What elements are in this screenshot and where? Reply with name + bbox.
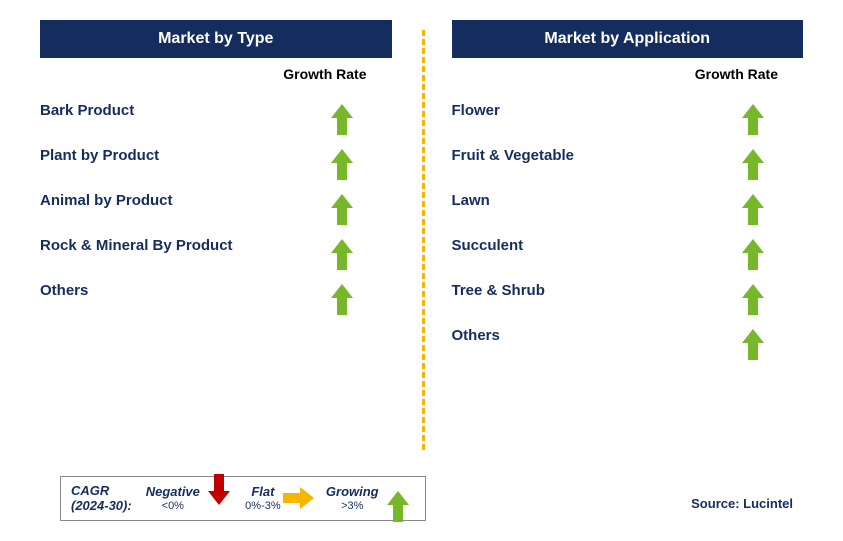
- arrow-up-icon: [723, 239, 783, 253]
- left-panel: Market by Type Growth Rate Bark Product P…: [40, 20, 422, 480]
- left-growth-header: Growth Rate: [40, 66, 392, 82]
- category-label: Others: [452, 327, 500, 344]
- arrow-up-icon: [723, 104, 783, 118]
- arrow-up-icon: [723, 284, 783, 298]
- legend-item: Flat0%-3%: [238, 484, 288, 512]
- legend: CAGR (2024-30): Negative<0% Flat0%-3% Grow…: [60, 476, 426, 521]
- category-row: Lawn: [452, 184, 804, 217]
- category-label: Tree & Shrub: [452, 282, 545, 299]
- right-panel: Market by Application Growth Rate Flower…: [422, 20, 804, 480]
- legend-item-range: <0%: [162, 500, 184, 512]
- left-title: Market by Type: [40, 20, 392, 58]
- legend-period: (2024-30):: [71, 498, 132, 514]
- arrow-up-icon: [312, 104, 372, 118]
- legend-item-title: Negative: [146, 484, 200, 499]
- category-label: Succulent: [452, 237, 524, 254]
- arrow-up-icon: [312, 149, 372, 163]
- arrow-up-icon: [312, 239, 372, 253]
- category-label: Lawn: [452, 192, 490, 209]
- category-row: Succulent: [452, 229, 804, 262]
- legend-item-range: 0%-3%: [245, 500, 280, 512]
- category-row: Others: [40, 274, 392, 307]
- category-row: Flower: [452, 94, 804, 127]
- arrow-up-icon: [312, 194, 372, 208]
- legend-heading: CAGR (2024-30):: [71, 483, 132, 514]
- arrow-right-icon: [290, 487, 324, 509]
- legend-item-title: Flat: [251, 484, 274, 499]
- legend-items: Negative<0% Flat0%-3% Growing>3%: [144, 484, 415, 512]
- category-row: Plant by Product: [40, 139, 392, 172]
- category-label: Flower: [452, 102, 500, 119]
- source-label: Source: Lucintel: [691, 496, 793, 511]
- category-row: Rock & Mineral By Product: [40, 229, 392, 262]
- arrow-up-icon: [723, 329, 783, 343]
- legend-cagr: CAGR: [71, 483, 132, 499]
- category-row: Bark Product: [40, 94, 392, 127]
- arrow-up-icon: [381, 491, 415, 505]
- right-growth-header: Growth Rate: [452, 66, 804, 82]
- right-rows: Flower Fruit & Vegetable Lawn Succulent Tree…: [452, 94, 804, 364]
- arrow-down-icon: [202, 491, 236, 505]
- right-title: Market by Application: [452, 20, 804, 58]
- category-row: Others: [452, 319, 804, 352]
- category-label: Others: [40, 282, 88, 299]
- left-rows: Bark Product Plant by Product Animal by Pr…: [40, 94, 392, 319]
- legend-item: Negative<0%: [146, 484, 200, 512]
- category-label: Animal by Product: [40, 192, 173, 209]
- arrow-up-icon: [312, 284, 372, 298]
- category-label: Rock & Mineral By Product: [40, 237, 233, 254]
- category-label: Fruit & Vegetable: [452, 147, 575, 164]
- category-row: Animal by Product: [40, 184, 392, 217]
- legend-item-range: >3%: [341, 500, 363, 512]
- category-label: Plant by Product: [40, 147, 159, 164]
- category-label: Bark Product: [40, 102, 134, 119]
- arrow-up-icon: [723, 194, 783, 208]
- infographic-container: Market by Type Growth Rate Bark Product P…: [40, 20, 803, 480]
- category-row: Tree & Shrub: [452, 274, 804, 307]
- legend-item-title: Growing: [326, 484, 379, 499]
- legend-item: Growing>3%: [326, 484, 379, 512]
- category-row: Fruit & Vegetable: [452, 139, 804, 172]
- vertical-divider: [422, 30, 425, 450]
- arrow-up-icon: [723, 149, 783, 163]
